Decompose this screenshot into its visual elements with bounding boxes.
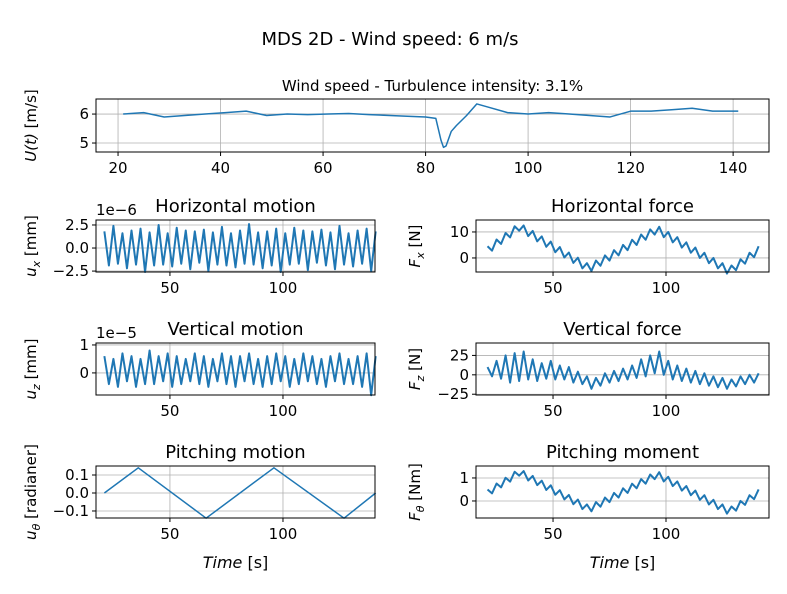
x-tick-label: 60 bbox=[314, 159, 333, 177]
y-label-subscript: x bbox=[414, 252, 427, 260]
y-tick-label: 2.5 bbox=[65, 216, 89, 234]
subplot-title: Vertical force bbox=[563, 319, 681, 340]
x-tick-label: 100 bbox=[269, 402, 298, 420]
y-label-unit: [Nm] bbox=[406, 463, 424, 505]
axes-frame bbox=[95, 98, 770, 153]
y-axis-label: Fz [N] bbox=[406, 348, 427, 390]
y-label-unit: [radianer] bbox=[22, 444, 40, 524]
axes-frame bbox=[95, 219, 376, 273]
y-label-subscript: z bbox=[30, 384, 43, 391]
axes-frame bbox=[475, 219, 770, 273]
x-tick-label: 100 bbox=[269, 525, 298, 543]
axes-frame bbox=[95, 465, 376, 519]
x-tick-label: 140 bbox=[719, 159, 748, 177]
x-tick-label: 80 bbox=[416, 159, 435, 177]
y-offset-label: 1e−5 bbox=[96, 324, 137, 342]
y-tick-label: 0.0 bbox=[65, 484, 89, 502]
y-label-unit: [N] bbox=[406, 225, 424, 253]
subplot-title: Pitching motion bbox=[165, 442, 305, 463]
axes-frame bbox=[475, 465, 770, 519]
x-tick-label: 50 bbox=[543, 525, 562, 543]
x-tick-label: 50 bbox=[543, 279, 562, 297]
data-line bbox=[486, 350, 760, 390]
y-tick-label: 0.1 bbox=[65, 466, 89, 484]
y-label-unit: [m/s] bbox=[22, 89, 40, 133]
y-tick-label: 25 bbox=[450, 346, 469, 364]
y-tick-label: 0 bbox=[459, 366, 469, 384]
x-tick-label: 50 bbox=[160, 279, 179, 297]
figure-title: MDS 2D - Wind speed: 6 m/s bbox=[261, 29, 518, 50]
y-label-symbol: u bbox=[22, 530, 40, 540]
subplot-title: Pitching moment bbox=[546, 442, 699, 463]
x-label-symbol: Time bbox=[203, 553, 243, 572]
y-axis-label: uz [mm] bbox=[22, 339, 43, 400]
x-axis-label: Time [s] bbox=[590, 553, 656, 572]
y-label-unit: [mm] bbox=[22, 215, 40, 261]
y-axis-label: Fθ [Nm] bbox=[406, 463, 427, 521]
data-line bbox=[103, 467, 377, 519]
x-tick-label: 120 bbox=[616, 159, 645, 177]
y-label-symbol: F bbox=[406, 258, 424, 267]
x-tick-label: 50 bbox=[160, 525, 179, 543]
y-label-unit: [mm] bbox=[22, 339, 40, 385]
subplot-title: Vertical motion bbox=[167, 319, 303, 340]
x-axis-label: Time [s] bbox=[203, 553, 269, 572]
y-tick-label: 0 bbox=[459, 249, 469, 267]
subplot-title: Horizontal motion bbox=[155, 196, 316, 217]
y-label-subscript: θ bbox=[30, 523, 43, 530]
y-label-symbol: U(t) bbox=[22, 133, 40, 162]
y-label-symbol: u bbox=[22, 390, 40, 400]
data-line bbox=[486, 224, 760, 275]
subplot-title: Wind speed - Turbulence intensity: 3.1% bbox=[282, 77, 583, 95]
x-tick-label: 100 bbox=[652, 279, 681, 297]
y-offset-label: 1e−6 bbox=[96, 201, 137, 219]
y-label-symbol: F bbox=[406, 512, 424, 521]
y-tick-label: −0.1 bbox=[53, 502, 89, 520]
x-tick-label: 100 bbox=[652, 525, 681, 543]
y-label-symbol: F bbox=[406, 381, 424, 390]
y-tick-label: 6 bbox=[79, 105, 89, 123]
y-tick-label: −2.5 bbox=[53, 262, 89, 280]
x-tick-label: 40 bbox=[211, 159, 230, 177]
y-tick-label: 1 bbox=[459, 469, 469, 487]
y-label-subscript: x bbox=[30, 260, 43, 268]
x-tick-label: 100 bbox=[514, 159, 543, 177]
data-line bbox=[103, 223, 377, 273]
data-line bbox=[486, 470, 760, 515]
y-tick-label: 0.0 bbox=[65, 239, 89, 257]
y-axis-label: ux [mm] bbox=[22, 215, 43, 277]
y-label-subscript: θ bbox=[414, 505, 427, 512]
axes-frame bbox=[475, 342, 770, 396]
y-tick-label: 0 bbox=[79, 364, 89, 382]
y-tick-label: 1 bbox=[79, 336, 89, 354]
y-tick-label: −25 bbox=[437, 385, 469, 403]
x-tick-label: 50 bbox=[160, 402, 179, 420]
x-tick-label: 50 bbox=[543, 402, 562, 420]
y-axis-label: uθ [radianer] bbox=[22, 444, 43, 540]
x-label-unit: [s] bbox=[242, 553, 268, 572]
y-label-symbol: u bbox=[22, 267, 40, 277]
x-label-symbol: Time bbox=[590, 553, 630, 572]
x-label-unit: [s] bbox=[629, 553, 655, 572]
x-tick-label: 100 bbox=[269, 279, 298, 297]
y-label-unit: [N] bbox=[406, 348, 424, 376]
data-line bbox=[103, 349, 377, 397]
x-tick-label: 20 bbox=[108, 159, 127, 177]
y-label-subscript: z bbox=[414, 375, 427, 382]
x-tick-label: 100 bbox=[652, 402, 681, 420]
y-axis-label: U(t) [m/s] bbox=[22, 89, 40, 162]
y-axis-label: Fx [N] bbox=[406, 225, 427, 268]
subplot-title: Horizontal force bbox=[551, 196, 694, 217]
data-line bbox=[123, 103, 739, 149]
y-tick-label: 5 bbox=[79, 134, 89, 152]
axes-frame bbox=[95, 342, 376, 396]
y-tick-label: 0 bbox=[459, 492, 469, 510]
y-tick-label: 10 bbox=[450, 223, 469, 241]
